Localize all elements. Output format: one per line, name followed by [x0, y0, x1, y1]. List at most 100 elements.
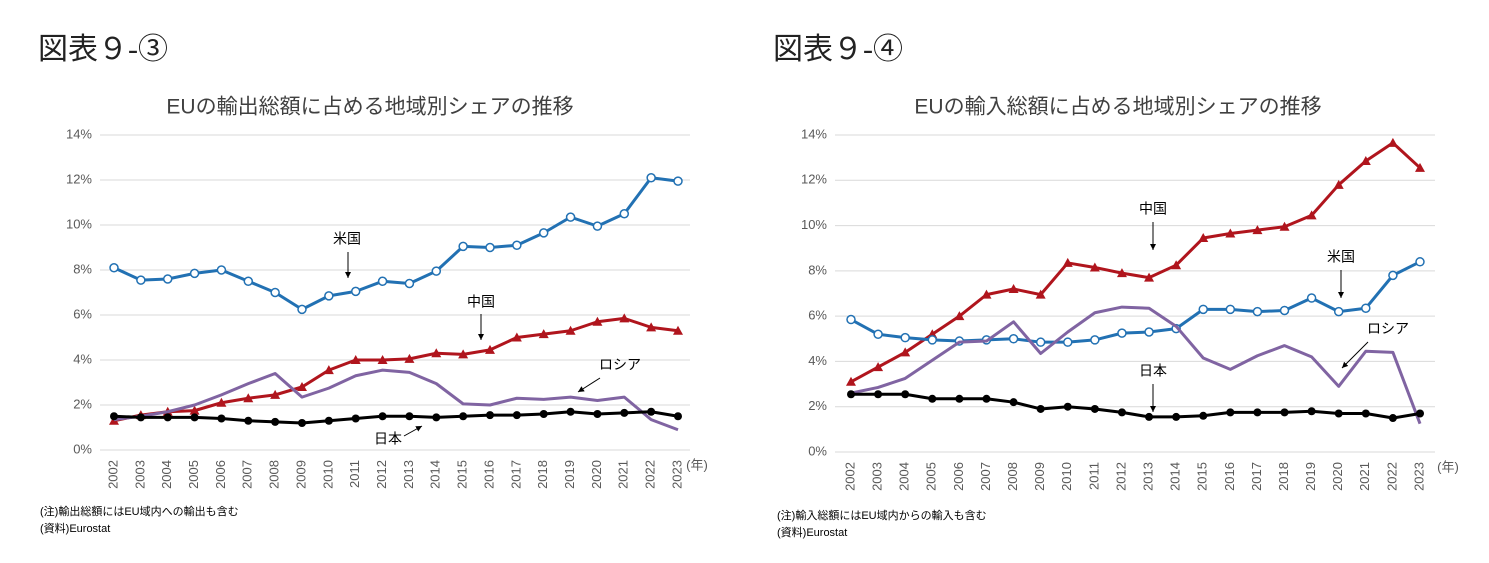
point — [270, 287, 280, 298]
x-tick-label: 2002 — [842, 462, 857, 491]
point — [350, 286, 361, 297]
point — [163, 413, 172, 422]
point — [378, 412, 387, 421]
point — [900, 332, 910, 343]
x-tick-label: 2009 — [1032, 462, 1047, 491]
point — [901, 390, 910, 399]
x-tick-label: 2022 — [643, 460, 658, 489]
point — [1144, 327, 1154, 337]
point — [873, 329, 883, 340]
point — [1117, 328, 1127, 338]
y-tick-label: 12% — [66, 171, 92, 186]
x-tick-label: 2021 — [616, 460, 631, 489]
series-label: 中国 — [1139, 201, 1167, 217]
x-tick-label: 2013 — [1140, 462, 1155, 491]
point — [351, 414, 360, 423]
point — [566, 407, 575, 416]
point — [1225, 304, 1236, 315]
point — [873, 362, 884, 372]
point — [1388, 414, 1397, 423]
point — [216, 265, 227, 275]
point — [216, 397, 227, 407]
point — [162, 274, 173, 284]
point — [1226, 408, 1235, 417]
point — [1225, 228, 1236, 238]
point — [485, 242, 495, 253]
x-tick-label: 2002 — [105, 460, 120, 489]
point — [1172, 412, 1181, 421]
point — [377, 355, 388, 364]
point — [1306, 210, 1317, 220]
point — [647, 407, 656, 416]
point — [1334, 409, 1343, 418]
x-tick-label: 2011 — [347, 460, 362, 488]
point — [538, 228, 549, 238]
point — [928, 394, 937, 403]
x-tick-label: 2005 — [186, 460, 201, 489]
point — [431, 348, 442, 358]
point — [1306, 293, 1317, 303]
point — [1117, 408, 1126, 417]
x-tick-label: 2021 — [1357, 462, 1372, 491]
x-tick-label: 2016 — [1222, 462, 1237, 491]
x-tick-label: 2007 — [978, 462, 993, 491]
x-tick-label: 2012 — [374, 460, 389, 489]
label-arrow — [1341, 341, 1369, 369]
y-tick-label: 0% — [73, 441, 92, 456]
y-tick-label: 6% — [808, 308, 827, 323]
y-tick-label: 6% — [73, 306, 92, 321]
point — [565, 325, 576, 335]
point — [565, 212, 576, 222]
point — [1062, 257, 1073, 267]
y-tick-label: 14% — [66, 126, 92, 141]
point — [646, 173, 656, 183]
x-tick-label: 2019 — [562, 460, 577, 489]
x-tick-label: 2011 — [1086, 462, 1101, 490]
point — [847, 390, 855, 399]
point — [954, 311, 965, 321]
point — [1307, 407, 1316, 416]
y-tick-label: 10% — [801, 217, 827, 232]
x-tick-label: 2019 — [1303, 462, 1318, 491]
point — [243, 393, 254, 403]
point — [673, 176, 683, 186]
series-line — [850, 141, 1422, 384]
point — [646, 322, 657, 332]
point — [592, 221, 603, 231]
point — [846, 314, 856, 325]
point — [674, 412, 682, 421]
point — [593, 410, 602, 418]
point — [539, 410, 548, 418]
point — [271, 417, 280, 426]
series-label: 中国 — [467, 294, 495, 310]
point — [136, 275, 146, 285]
x-tick-label: 2012 — [1113, 462, 1128, 491]
point — [900, 347, 911, 357]
point — [1145, 412, 1154, 421]
point — [297, 382, 307, 391]
x-tick-label: 2008 — [267, 460, 282, 489]
figure-label: 図表９-④ — [773, 33, 903, 66]
point — [244, 416, 253, 425]
point — [1361, 303, 1371, 313]
point — [511, 332, 522, 342]
point — [1252, 225, 1263, 235]
point — [981, 289, 992, 299]
point — [1198, 304, 1208, 315]
point — [404, 353, 415, 363]
point — [109, 263, 119, 273]
point — [927, 335, 938, 345]
y-tick-label: 8% — [73, 261, 92, 276]
figure-label: 図表９-③ — [38, 33, 168, 66]
point — [350, 355, 361, 364]
x-axis-label: (年) — [686, 457, 708, 472]
point — [486, 411, 494, 420]
point — [1035, 337, 1046, 347]
x-tick-label: 2023 — [669, 460, 684, 489]
point — [619, 209, 630, 219]
x-tick-label: 2017 — [1249, 462, 1264, 491]
point — [297, 304, 307, 315]
point — [110, 412, 118, 421]
point — [324, 291, 334, 301]
point — [270, 389, 281, 399]
